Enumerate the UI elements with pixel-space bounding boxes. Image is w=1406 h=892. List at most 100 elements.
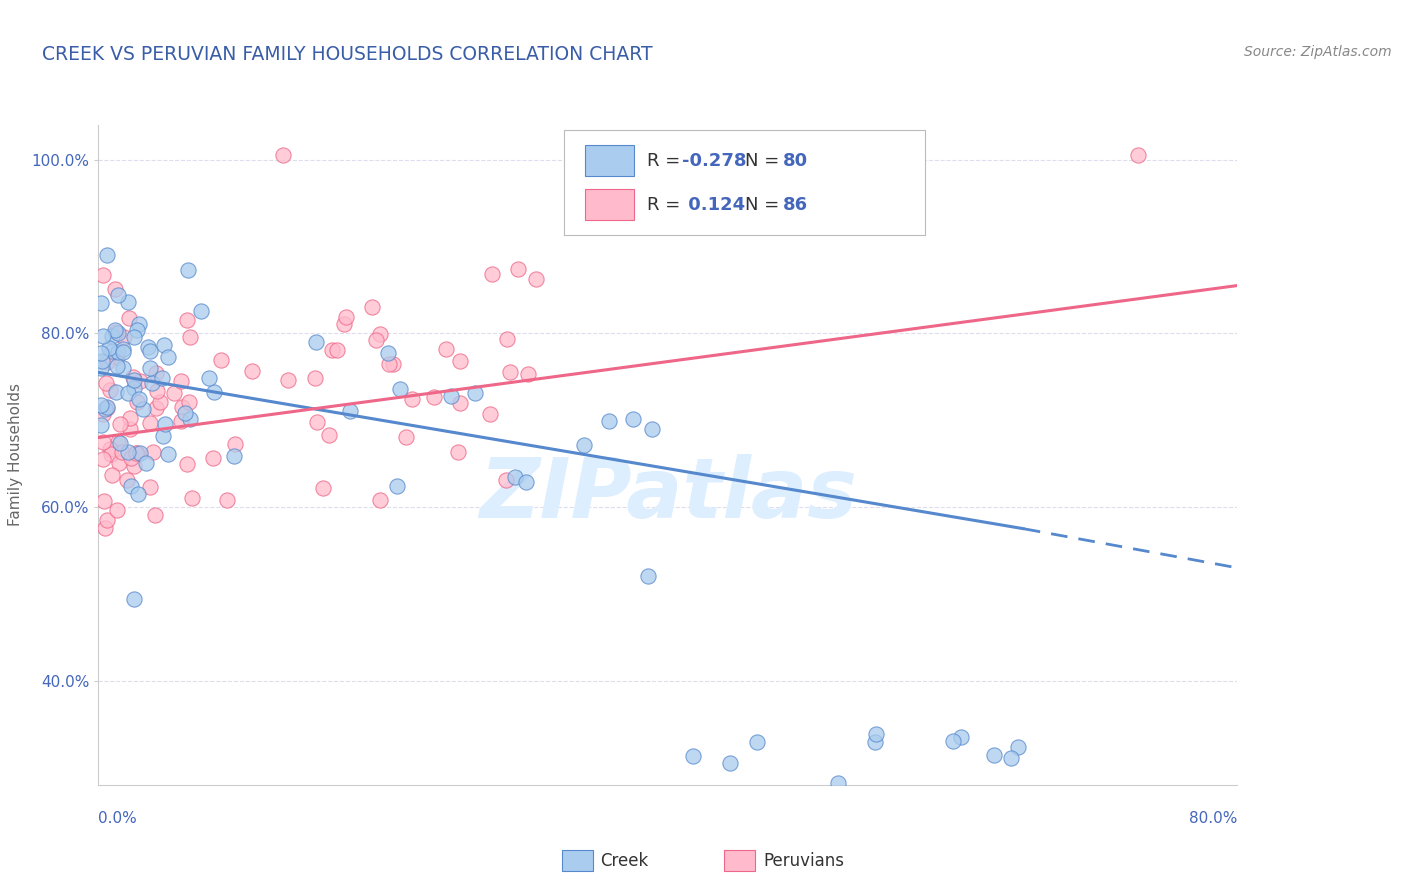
Point [96, 248, 118, 262]
Point [90, 398, 112, 412]
Point [1126, 148, 1149, 162]
Point [124, 381, 146, 395]
Point [479, 407, 502, 421]
Text: Source: ZipAtlas.com: Source: ZipAtlas.com [1244, 45, 1392, 59]
Point [145, 401, 167, 416]
Point [395, 429, 418, 443]
Point [623, 411, 645, 425]
Point [128, 317, 150, 331]
Point [104, 282, 127, 296]
Point [305, 335, 328, 350]
Point [385, 479, 408, 493]
Point [163, 385, 186, 400]
Point [364, 333, 387, 347]
Point [149, 394, 172, 409]
Point [98, 442, 121, 456]
Point [101, 343, 124, 358]
Point [335, 310, 357, 324]
Point [107, 435, 129, 450]
Point [179, 329, 201, 343]
Point [129, 374, 152, 388]
Point [224, 437, 246, 451]
Point [139, 360, 162, 375]
Point [941, 733, 963, 747]
Point [983, 747, 1005, 762]
Point [142, 445, 165, 459]
Point [98, 383, 121, 397]
Point [104, 325, 127, 339]
Point [503, 470, 526, 484]
Point [104, 323, 127, 337]
Point [682, 749, 704, 764]
Point [318, 428, 340, 442]
Point [122, 459, 145, 474]
Point [176, 263, 198, 277]
Text: -0.278: -0.278 [682, 152, 747, 169]
Point [91, 268, 114, 283]
Point [377, 357, 399, 371]
Point [718, 756, 741, 770]
Point [517, 368, 540, 382]
Point [434, 342, 457, 356]
Point [145, 366, 167, 380]
Text: Peruvians: Peruvians [763, 852, 845, 870]
Point [312, 481, 335, 495]
Point [152, 428, 174, 442]
Point [202, 450, 225, 465]
Point [105, 350, 128, 364]
Point [127, 395, 149, 409]
Point [156, 350, 179, 364]
Point [93, 521, 115, 535]
Point [215, 493, 238, 508]
Point [440, 389, 463, 403]
Point [108, 417, 131, 431]
Point [273, 148, 295, 162]
Point [107, 326, 129, 341]
Text: 86: 86 [783, 195, 808, 214]
Point [100, 447, 122, 461]
Point [128, 392, 150, 406]
Point [150, 370, 173, 384]
Point [111, 342, 134, 356]
Point [101, 329, 124, 343]
Point [117, 445, 139, 459]
Point [174, 405, 197, 419]
Text: 0.124: 0.124 [682, 195, 745, 214]
Point [112, 344, 135, 359]
Point [120, 411, 142, 425]
Point [111, 361, 134, 376]
Point [1000, 751, 1022, 765]
Point [305, 415, 328, 429]
Point [129, 446, 152, 460]
Point [377, 345, 399, 359]
Point [141, 376, 163, 391]
Point [863, 735, 886, 749]
Text: R =: R = [648, 152, 686, 169]
Point [209, 353, 232, 368]
Point [96, 400, 118, 414]
Point [105, 502, 128, 516]
Point [125, 323, 148, 337]
Point [156, 446, 179, 460]
Point [107, 344, 129, 359]
Point [170, 414, 193, 428]
Point [90, 417, 112, 432]
Point [139, 344, 162, 359]
Point [368, 326, 391, 341]
Point [198, 371, 221, 385]
Text: 80.0%: 80.0% [1189, 812, 1237, 826]
Point [170, 374, 193, 388]
Point [180, 491, 202, 505]
Point [827, 776, 849, 790]
Text: R =: R = [648, 195, 686, 214]
Point [339, 403, 361, 417]
Point [135, 456, 157, 470]
Point [495, 332, 517, 346]
Text: N =: N = [745, 152, 785, 169]
Text: Creek: Creek [600, 852, 648, 870]
Point [117, 386, 139, 401]
Point [115, 473, 138, 487]
Point [382, 357, 405, 371]
Point [321, 343, 343, 357]
Point [637, 569, 659, 583]
